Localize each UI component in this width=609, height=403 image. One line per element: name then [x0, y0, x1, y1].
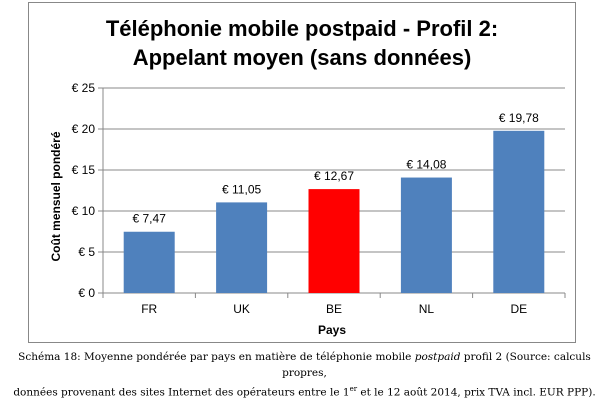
x-tick-label: BE — [326, 302, 342, 316]
x-tick-label: DE — [510, 302, 527, 316]
y-tick-label: € 25 — [72, 81, 96, 95]
caption-text: Schéma 18: Moyenne pondérée par pays en … — [18, 351, 415, 363]
x-tick-label: FR — [141, 302, 157, 316]
y-tick-label: € 0 — [78, 286, 95, 300]
caption-text: profil 2 (Source: calculs propres, — [282, 351, 591, 379]
caption-text: et le 12 août 2014, prix TVA incl. EUR P… — [357, 386, 596, 399]
data-label: € 11,05 — [222, 182, 261, 196]
figure-caption: Schéma 18: Moyenne pondérée par pays en … — [0, 349, 609, 401]
x-axis-title: Pays — [318, 323, 346, 337]
data-label: € 12,67 — [314, 169, 354, 183]
y-tick-label: € 20 — [72, 122, 96, 136]
bar-nl — [400, 177, 452, 293]
caption-text: données provenant des sites Internet des… — [13, 386, 350, 399]
data-label: € 14,08 — [406, 158, 446, 172]
chart-title-line1: Téléphonie mobile postpaid - Profil 2: — [105, 16, 499, 41]
data-label: € 7,47 — [133, 212, 167, 226]
x-tick-label: UK — [233, 302, 250, 316]
chart-frame — [28, 2, 576, 343]
data-label: € 19,78 — [499, 111, 539, 125]
bar-de — [493, 130, 545, 293]
bar-fr — [123, 231, 175, 293]
chart-title: Téléphonie mobile postpaid - Profil 2: A… — [28, 14, 576, 72]
x-tick-label: NL — [419, 302, 435, 316]
y-axis-title: Coût mensuel pondéré — [49, 131, 63, 261]
bar-be — [308, 189, 360, 293]
y-tick-label: € 10 — [72, 204, 96, 218]
y-tick-label: € 15 — [72, 163, 96, 177]
bar-uk — [216, 202, 268, 293]
caption-sup: er — [349, 385, 358, 393]
chart-title-line2: Appelant moyen (sans données) — [132, 45, 472, 70]
caption-italic: postpaid — [414, 351, 461, 363]
y-tick-label: € 5 — [78, 245, 95, 259]
